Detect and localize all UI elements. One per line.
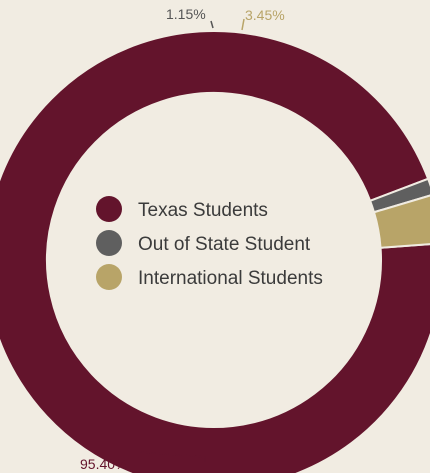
leader-out-of-state-student xyxy=(210,20,214,29)
slices-layer xyxy=(0,29,430,473)
legend-label-out-of-state-student: Out of State Student xyxy=(138,234,311,255)
slice-international-students xyxy=(372,194,430,249)
legend-swatch-texas-students xyxy=(96,196,122,222)
legend-label-texas-students: Texas Students xyxy=(138,200,268,221)
data-label-international-students: 3.45% xyxy=(245,7,285,23)
leader-international-students xyxy=(241,18,245,31)
slice-texas-students xyxy=(0,29,430,473)
legend-label-international-students: International Students xyxy=(138,268,323,289)
leader-texas-students xyxy=(132,451,206,467)
data-label-out-of-state-student: 1.15% xyxy=(166,6,206,22)
data-label-texas-students: 95.40% xyxy=(80,456,127,472)
labels-layer: 95.40% 1.15% 3.45% xyxy=(80,6,285,472)
legend-swatch-international-students xyxy=(96,264,122,290)
legend-swatch-out-of-state-student xyxy=(96,230,122,256)
legend: Texas Students Out of State Student Intern… xyxy=(96,196,323,290)
